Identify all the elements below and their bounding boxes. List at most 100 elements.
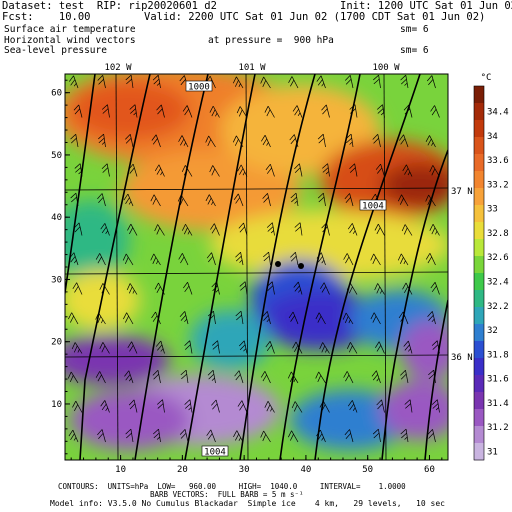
wind-barb — [397, 194, 409, 207]
wind-barb — [427, 311, 436, 325]
wind-barb — [153, 428, 161, 443]
wind-barb — [261, 134, 271, 148]
wind-barb — [288, 430, 299, 443]
wind-barb — [375, 341, 385, 354]
wind-barb — [376, 399, 385, 413]
wind-barb — [346, 283, 358, 295]
wind-barb — [179, 311, 189, 325]
wind-barb — [237, 400, 248, 413]
colorbar-unit: °C — [481, 73, 492, 83]
wind-barb — [292, 341, 303, 354]
wind-barb — [400, 369, 409, 384]
wind-barb — [294, 163, 303, 177]
wind-barb — [239, 340, 248, 354]
wind-barb — [183, 282, 193, 295]
wind-barb — [262, 193, 271, 207]
x-axis: 10 20 30 40 50 60 — [70, 455, 443, 475]
wind-barb — [319, 400, 330, 413]
wind-barb — [74, 163, 83, 177]
longitude-label: 102 W — [104, 63, 132, 73]
y-tick-label: 30 — [51, 275, 62, 285]
wind-barb — [232, 76, 244, 89]
colorbar-swatch — [474, 409, 484, 427]
wind-barb — [122, 253, 134, 266]
pressure-level: at pressure = 900 hPa — [208, 35, 334, 46]
station-marker — [275, 261, 281, 267]
wind-barb — [344, 193, 354, 207]
forecast-hour: Fcst: 10.00 — [2, 11, 91, 23]
wind-barb — [342, 312, 354, 325]
wind-barb — [68, 312, 79, 325]
geo-grid — [65, 74, 448, 460]
wind-barb — [127, 341, 138, 354]
wind-barb — [376, 104, 385, 118]
y-tick-label: 20 — [51, 338, 62, 348]
isobars — [65, 74, 448, 460]
wind-barb — [123, 312, 134, 325]
latitude-label: 36 N — [451, 353, 473, 363]
wind-barb — [156, 104, 165, 118]
colorbar-label: 31.4 — [487, 399, 509, 409]
wind-barb — [234, 370, 244, 384]
wind-barb — [292, 105, 303, 118]
wind-barb — [238, 222, 248, 236]
wind-barb — [263, 251, 271, 266]
colorbar-swatch — [474, 290, 484, 308]
wind-barb — [206, 252, 216, 266]
wind-barb — [320, 282, 330, 295]
colorbar-swatch — [474, 307, 484, 325]
wind-barb — [370, 253, 381, 266]
colorbar-label: 32.4 — [487, 278, 509, 288]
wind-barb — [205, 135, 216, 148]
wind-barb — [260, 76, 271, 89]
colorbar-swatch — [474, 273, 484, 291]
svg-text:1004: 1004 — [204, 448, 226, 458]
colorbar-swatch — [474, 205, 484, 223]
wind-barb — [430, 282, 440, 295]
field-temperature: Surface air temperature — [4, 24, 136, 35]
y-tick-label: 60 — [51, 89, 62, 99]
wind-barb — [347, 400, 358, 413]
colorbar-label: 34 — [487, 132, 498, 142]
wind-barb — [123, 193, 134, 207]
y-tick-label: 10 — [51, 400, 62, 410]
wind-barb — [290, 192, 299, 207]
y-axis: 60 50 40 30 20 10 — [51, 79, 70, 455]
contour-info: CONTOURS: UNITS=hPa LOW= 960.00 HIGH= 10… — [58, 482, 406, 491]
wind-barb — [235, 310, 244, 325]
wind-barb — [181, 165, 193, 177]
colorbar: 34.4 34 33.6 33.2 33 32.8 32.6 32.4 32.2 32 31.8 31… — [473, 85, 509, 461]
wind-barb — [101, 104, 110, 118]
colorbar-label: 31.2 — [487, 423, 509, 433]
wind-barb — [205, 194, 216, 207]
colorbar-label: 34.4 — [487, 108, 509, 118]
colorbar-label: 32 — [487, 326, 498, 336]
colorbar-swatch — [474, 392, 484, 410]
colorbar-swatch — [474, 341, 484, 359]
wind-barb — [402, 282, 413, 295]
init-time: Init: 1200 UTC Sat 01 Jun 02 — [340, 0, 512, 12]
wind-barb — [425, 135, 436, 148]
wind-barb — [210, 223, 220, 236]
wind-barb — [399, 134, 409, 148]
colorbar-swatch — [474, 103, 484, 121]
wind-barb — [72, 400, 83, 413]
colorbar-label: 31 — [487, 448, 498, 458]
wind-barb — [232, 135, 244, 148]
wind-barb — [125, 74, 134, 89]
wind-barb — [373, 74, 381, 89]
colorbar-label: 32.6 — [487, 253, 509, 263]
field-slp: Sea-level pressure — [4, 45, 107, 56]
wind-barb — [211, 399, 220, 413]
svg-text:1000: 1000 — [188, 83, 210, 93]
wind-barb — [426, 75, 436, 89]
wind-barb — [316, 75, 326, 89]
temperature-field — [65, 74, 448, 460]
wind-barb — [154, 164, 165, 177]
wind-barb — [100, 223, 110, 236]
station-marker — [298, 263, 304, 269]
wind-barb — [182, 105, 193, 118]
wind-barb — [68, 429, 79, 443]
wind-barb — [233, 430, 244, 443]
colorbar-swatch — [474, 188, 484, 206]
